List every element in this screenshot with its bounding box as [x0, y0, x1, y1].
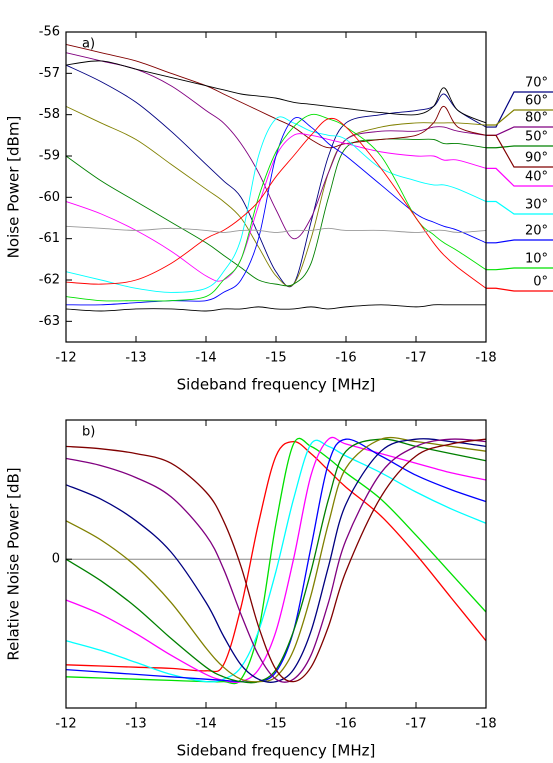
x-tick-label: -13: [125, 351, 146, 366]
data-line: [65, 438, 487, 683]
legend-line: [486, 287, 553, 292]
x-tick-label: -16: [335, 351, 356, 366]
data-line: [65, 117, 487, 289]
legend-line: [486, 267, 553, 271]
y-axis-title: Noise Power [dBm]: [5, 116, 23, 259]
data-line: [65, 60, 487, 124]
data-line: [65, 105, 487, 287]
legend-label: 0°: [533, 275, 548, 290]
x-tick-label: -15: [265, 717, 286, 732]
legend-label: 30°: [525, 198, 548, 213]
x-tick-label: -14: [195, 351, 216, 366]
y-tick-label: -58: [39, 107, 60, 122]
x-tick-label: -17: [405, 717, 426, 732]
data-line: [65, 138, 487, 287]
y-axis-title: Relative Noise Power [dB]: [5, 467, 23, 660]
data-line: [65, 52, 487, 240]
data-line: [65, 437, 487, 685]
x-tick-label: -15: [265, 351, 286, 366]
y-tick-label: 0: [52, 552, 60, 567]
panel-label: b): [82, 425, 95, 440]
y-tick-label: -61: [39, 231, 60, 246]
legend-label: 70°: [525, 76, 548, 91]
legend-label: 10°: [525, 252, 548, 267]
x-tick-label: -12: [55, 717, 76, 732]
legend-label: 90°: [525, 151, 548, 166]
x-axis-title: Sideband frequency [MHz]: [177, 742, 376, 760]
legend-label: 20°: [525, 224, 548, 239]
data-line: [65, 436, 487, 683]
data-line: [65, 438, 487, 683]
x-tick-label: -14: [195, 717, 216, 732]
y-tick-label: -59: [39, 149, 60, 164]
y-tick-label: -56: [39, 25, 60, 40]
data-line: [65, 116, 487, 293]
x-tick-label: -12: [55, 351, 76, 366]
x-tick-label: -18: [475, 351, 496, 366]
y-tick-label: -63: [39, 314, 60, 329]
legend-label: 80°: [525, 111, 548, 126]
legend-line: [486, 109, 553, 126]
data-line: [65, 438, 487, 683]
x-tick-label: -13: [125, 717, 146, 732]
data-line: [65, 133, 487, 282]
data-line: [65, 113, 487, 302]
x-axis-title: Sideband frequency [MHz]: [177, 376, 376, 394]
plot-frame: [65, 419, 487, 709]
legend-label: 50°: [525, 130, 548, 145]
x-tick-label: -17: [405, 351, 426, 366]
x-tick-label: -16: [335, 717, 356, 732]
plot-frame: [65, 31, 487, 343]
y-tick-label: -62: [39, 273, 60, 288]
data-line: [65, 43, 487, 149]
y-tick-label: -57: [39, 66, 60, 81]
data-line: [65, 304, 486, 312]
legend-line: [486, 134, 553, 168]
data-line: [65, 439, 487, 683]
legend-line: [486, 167, 553, 187]
legend-line: [486, 239, 553, 244]
data-line: [65, 225, 487, 233]
legend-label: 40°: [525, 170, 548, 185]
panel-label: a): [82, 37, 95, 52]
legend-line: [486, 200, 553, 215]
x-tick-label: -18: [475, 717, 496, 732]
data-line: [65, 436, 487, 683]
legend-label: 60°: [525, 94, 548, 109]
legend-line: [486, 91, 553, 128]
data-line: [65, 117, 487, 306]
data-line: [65, 438, 487, 684]
y-tick-label: -60: [39, 190, 60, 205]
legend-line: [486, 145, 553, 149]
data-line: [65, 440, 487, 673]
